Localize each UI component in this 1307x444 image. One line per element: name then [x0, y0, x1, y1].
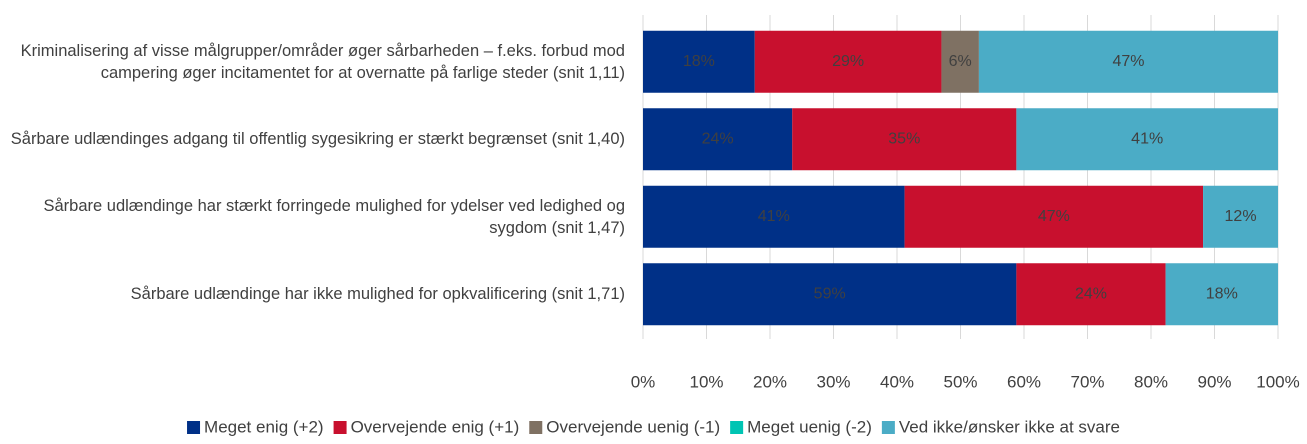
bar-segment	[643, 263, 1017, 326]
x-tick-label: 90%	[1197, 372, 1231, 391]
bar-segment	[792, 108, 1017, 171]
category-label: Sårbare udlændinges adgang til offentlig…	[10, 130, 625, 149]
legend-label: Ved ikke/ønsker ikke at svare	[899, 417, 1120, 436]
bar-segment	[1165, 263, 1278, 326]
x-tick-label: 10%	[689, 372, 723, 391]
x-tick-label: 80%	[1134, 372, 1168, 391]
data-label: 18%	[683, 53, 715, 70]
data-label: 18%	[1206, 285, 1238, 302]
x-tick-label: 30%	[816, 372, 850, 391]
legend-swatch	[730, 421, 744, 434]
data-label: 59%	[814, 285, 846, 302]
x-tick-label: 40%	[880, 372, 914, 391]
x-tick-label: 70%	[1070, 372, 1104, 391]
legend-label: Overvejende uenig (-1)	[546, 417, 720, 436]
legend-swatch	[333, 421, 347, 434]
bar-segment	[643, 185, 905, 248]
x-tick-label: 50%	[943, 372, 977, 391]
legend-label: Meget uenig (-2)	[747, 417, 872, 436]
x-tick-label: 0%	[631, 372, 656, 391]
x-tick-label: 20%	[753, 372, 787, 391]
bar-segment	[1016, 108, 1278, 171]
data-label: 12%	[1225, 208, 1257, 225]
legend-label: Overvejende enig (+1)	[351, 417, 520, 436]
data-label: 35%	[888, 130, 920, 147]
data-label: 24%	[1075, 285, 1107, 302]
category-label: Sårbare udlændinge har ikke mulighed for…	[130, 285, 625, 304]
category-label: Sårbare udlændinge har stærkt forringede…	[43, 196, 625, 237]
bar-segment	[1203, 185, 1278, 248]
bar-segment	[904, 185, 1204, 248]
legend-label: Meget enig (+2)	[204, 417, 324, 436]
data-label: 24%	[702, 130, 734, 147]
bar-segment	[643, 108, 793, 171]
data-label: 6%	[949, 53, 972, 70]
legend-swatch	[187, 421, 201, 434]
x-tick-label: 60%	[1007, 372, 1041, 391]
bar-segment	[1016, 263, 1166, 326]
legend-swatch	[881, 421, 895, 434]
bar-segment	[978, 30, 1278, 93]
x-tick-label: 100%	[1256, 372, 1299, 391]
data-label: 41%	[758, 208, 790, 225]
legend-swatch	[529, 421, 543, 434]
category-label: Kriminalisering af visse målgrupper/områ…	[20, 41, 625, 82]
data-label: 47%	[1112, 53, 1144, 70]
bar-segment	[941, 30, 979, 93]
bar-segment	[643, 30, 755, 93]
data-label: 47%	[1038, 208, 1070, 225]
data-label: 41%	[1131, 130, 1163, 147]
data-label: 29%	[832, 53, 864, 70]
bar-segment	[754, 30, 942, 93]
